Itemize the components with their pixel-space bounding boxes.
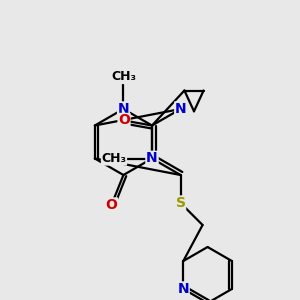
Text: N: N (146, 152, 158, 166)
Text: S: S (176, 196, 186, 210)
Text: O: O (106, 198, 117, 212)
Text: CH₃: CH₃ (111, 70, 136, 83)
Text: N: N (118, 102, 129, 116)
Text: O: O (118, 113, 130, 128)
Text: N: N (175, 102, 186, 116)
Text: CH₃: CH₃ (101, 152, 127, 165)
Text: N: N (178, 282, 189, 296)
Text: N: N (146, 152, 158, 166)
